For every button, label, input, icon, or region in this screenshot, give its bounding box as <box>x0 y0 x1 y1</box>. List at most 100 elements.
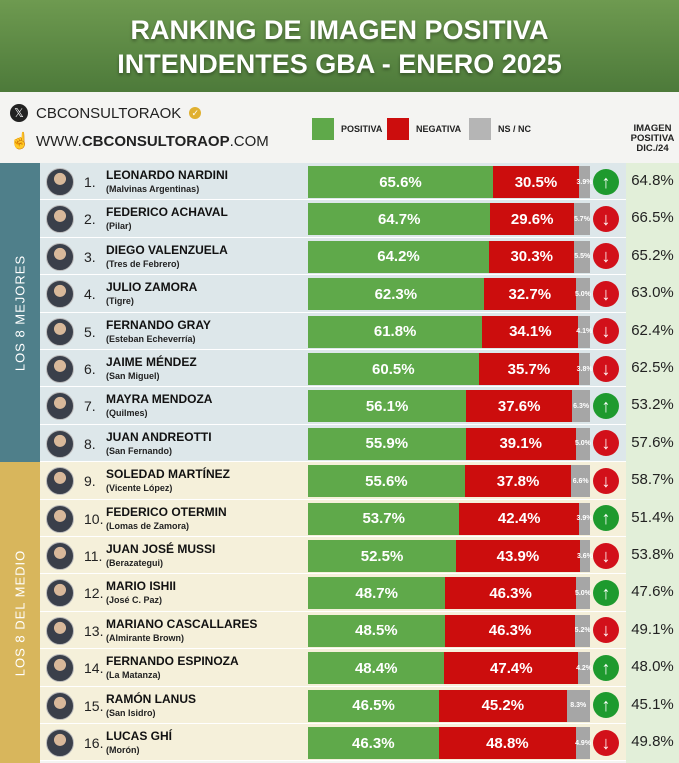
legend-positiva: POSITIVA <box>312 118 382 140</box>
bar-nsnc: 4.2% <box>576 652 592 685</box>
arrow-down-icon: ↓ <box>593 205 619 232</box>
mayor-name: LUCAS GHÍ <box>106 729 172 743</box>
bar-negativa: 47.4% <box>444 652 579 685</box>
rank-label: 11. <box>84 548 103 564</box>
avatar-photo <box>46 504 74 533</box>
dic-value: 45.1% <box>631 695 674 713</box>
bar-nsnc: 5.5% <box>574 240 590 273</box>
title-line-1: RANKING DE IMAGEN POSITIVA <box>130 15 549 45</box>
x-logo-icon: 𝕏 <box>10 104 28 122</box>
rank-label: 14. <box>84 660 104 677</box>
municipio-label: (Pilar) <box>106 221 132 232</box>
bar-nsnc: 5.0% <box>575 577 591 610</box>
legend-swatch-positiva <box>312 118 334 140</box>
rank-label: 3. <box>84 248 96 265</box>
municipio-label: (Tres de Febrero) <box>106 258 180 269</box>
bar-negativa: 43.9% <box>456 540 580 572</box>
arrow-down-icon: ↓ <box>593 430 619 457</box>
mayor-name: MARIANO CASCALLARES <box>106 616 258 631</box>
rank-label: 6. <box>84 361 96 377</box>
bar-nsnc: 4.1% <box>576 315 592 348</box>
municipio-label: (Vicente López) <box>106 483 173 494</box>
bar-negativa: 34.1% <box>482 315 579 348</box>
avatar-photo <box>46 729 74 757</box>
website-link[interactable]: WWW.CBCONSULTORAOP.COM <box>36 132 269 150</box>
bar-positiva: 48.5% <box>308 614 445 647</box>
mayor-name: FEDERICO ACHAVAL <box>106 205 228 220</box>
arrow-up-icon: ↑ <box>593 692 619 719</box>
account-handle: CBCONSULTORAOK <box>36 104 182 122</box>
bar-negativa: 29.6% <box>490 203 574 236</box>
avatar-photo <box>46 317 74 346</box>
bar-negativa: 46.3% <box>444 614 576 647</box>
dic-value: 48.0% <box>631 658 674 676</box>
account-row: 𝕏 CBCONSULTORAOK ✓ <box>10 104 202 122</box>
mayor-name: FEDERICO OTERMIN <box>106 504 227 519</box>
avatar-photo <box>46 242 74 271</box>
website-row: ☝ WWW.CBCONSULTORAOP.COM <box>10 131 269 151</box>
bar-positiva: 46.3% <box>308 727 439 759</box>
dic-value: 53.2% <box>631 396 674 414</box>
dic-value: 62.4% <box>631 321 674 339</box>
bar-positiva: 61.8% <box>308 315 483 348</box>
dic-value: 47.6% <box>631 583 674 601</box>
legend-swatch-negativa <box>387 118 409 140</box>
arrow-down-icon: ↓ <box>593 617 619 644</box>
mayor-name: MARIO ISHII <box>106 579 177 594</box>
avatar-photo <box>46 205 74 234</box>
dic-value: 51.4% <box>631 508 674 526</box>
legend-swatch-nsnc <box>469 118 491 140</box>
dic-value: 65.2% <box>631 246 674 264</box>
arrow-down-icon: ↓ <box>593 355 619 382</box>
avatar-photo <box>46 467 74 496</box>
bar-positiva: 65.6% <box>308 166 493 198</box>
avatar-photo <box>46 280 74 309</box>
municipio-label: (San Isidro) <box>106 707 156 718</box>
avatar-photo <box>46 654 74 683</box>
bar-positiva: 48.7% <box>308 577 446 610</box>
mayor-name: MAYRA MENDOZA <box>106 392 213 407</box>
bar-positiva: 52.5% <box>308 540 457 572</box>
bar-positiva: 62.3% <box>308 278 484 311</box>
mayor-name: FERNANDO GRAY <box>106 317 211 332</box>
municipio-label: (La Matanza) <box>106 670 161 681</box>
avatar-photo <box>46 542 74 570</box>
dic-value: 58.7% <box>631 471 674 489</box>
arrow-up-icon: ↑ <box>593 392 619 419</box>
dic-column <box>626 163 679 763</box>
dic-value: 49.1% <box>631 620 674 638</box>
bar-positiva: 56.1% <box>308 390 467 423</box>
avatar-photo <box>46 168 74 196</box>
bar-positiva: 55.9% <box>308 427 466 460</box>
avatar-photo <box>46 616 74 645</box>
rank-label: 2. <box>84 211 96 228</box>
arrow-down-icon: ↓ <box>593 729 619 756</box>
bar-positiva: 64.7% <box>308 203 491 236</box>
bar-nsnc: 6.3% <box>572 390 590 423</box>
legend-nsnc: NS / NC <box>469 118 531 140</box>
dic-value: 49.8% <box>631 733 674 750</box>
dic-value: 64.8% <box>631 172 674 189</box>
bar-nsnc: 3.9% <box>577 502 592 535</box>
municipio-label: (San Fernando) <box>106 445 173 456</box>
bar-negativa: 42.4% <box>459 502 579 535</box>
mayor-name: JUAN ANDREOTTI <box>106 429 212 444</box>
bar-negativa: 48.8% <box>438 727 577 759</box>
mayor-name: SOLEDAD MARTÍNEZ <box>106 467 230 482</box>
municipio-label: (Lomas de Zamora) <box>106 520 190 531</box>
bar-negativa: 30.3% <box>489 240 575 273</box>
bar-nsnc: 5.2% <box>575 614 591 647</box>
mayor-name: DIEGO VALENZUELA <box>106 242 228 257</box>
municipio-label: (José C. Paz) <box>106 595 163 606</box>
avatar-photo <box>46 355 74 383</box>
header <box>0 92 679 163</box>
bar-nsnc: 5.7% <box>573 203 590 236</box>
bar-nsnc: 5.0% <box>575 427 591 460</box>
municipio-label: (Esteban Echeverría) <box>106 333 196 344</box>
arrow-down-icon: ↓ <box>593 542 619 569</box>
title-line-2: INTENDENTES GBA - ENERO 2025 <box>117 49 562 79</box>
rank-label: 16. <box>84 735 104 751</box>
mayor-name: FERNANDO ESPINOZA <box>106 654 239 669</box>
dic-value: 66.5% <box>631 209 674 227</box>
rank-label: 1. <box>84 174 96 190</box>
